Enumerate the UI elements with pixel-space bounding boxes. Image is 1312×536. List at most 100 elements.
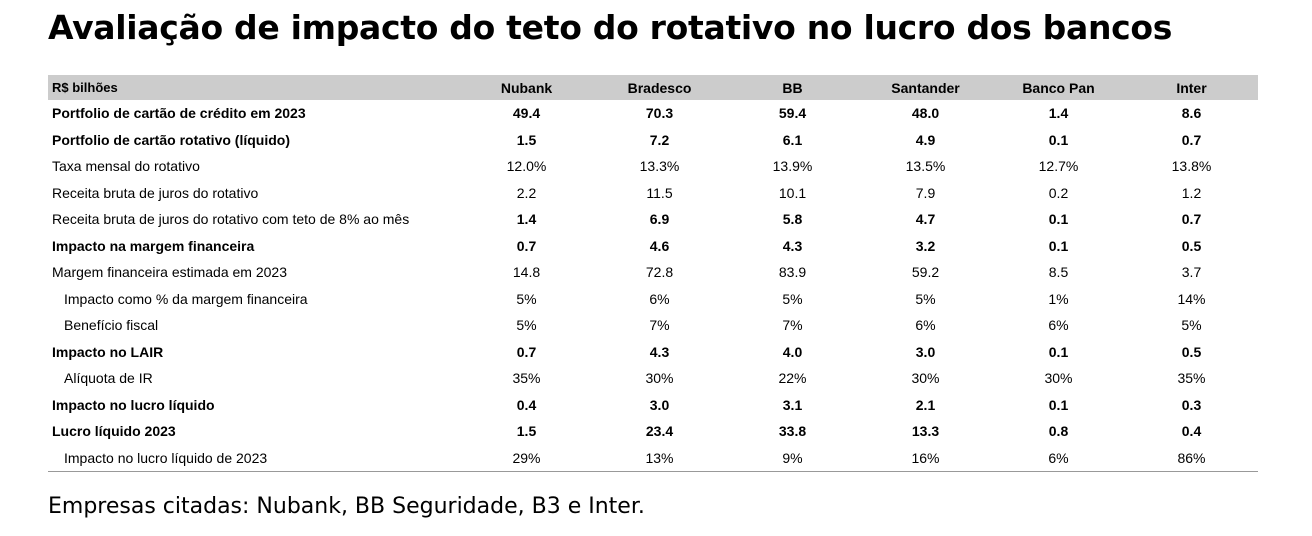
row-value: 13.3 <box>911 423 940 440</box>
row-value: 5% <box>516 290 537 307</box>
row-value: 30% <box>1044 370 1073 387</box>
table-body: Portfolio de cartão de crédito em 2023 49… <box>48 100 1258 472</box>
table-row: Lucro líquido 2023 1.5 23.4 33.8 13.3 0.8 0.4 <box>48 418 1258 445</box>
row-value: 59.4 <box>778 105 807 122</box>
row-value: 2.2 <box>516 184 537 201</box>
row-value: 16% <box>859 444 992 472</box>
row-value: 86% <box>1125 444 1258 472</box>
row-value: 48.0 <box>911 105 940 122</box>
row-value: 7% <box>649 317 670 334</box>
table-row: Impacto no lucro líquido 0.4 3.0 3.1 2.1 0.1 0… <box>48 392 1258 419</box>
row-value: 5.8 <box>782 211 803 228</box>
row-value: 0.4 <box>1181 423 1202 440</box>
row-value: 13.5% <box>905 158 946 175</box>
row-value: 7% <box>782 317 803 334</box>
row-value: 13.3% <box>639 158 680 175</box>
row-value: 12.0% <box>506 158 547 175</box>
row-value: 6% <box>992 444 1125 472</box>
row-value: 9% <box>726 444 859 472</box>
row-value: 0.7 <box>1181 131 1202 148</box>
row-value: 5% <box>782 290 803 307</box>
row-value: 1.4 <box>516 211 537 228</box>
header-col-bb: BB <box>782 79 803 96</box>
row-value: 30% <box>911 370 940 387</box>
row-value: 22% <box>778 370 807 387</box>
row-value: 83.9 <box>778 264 807 281</box>
row-value: 0.2 <box>1048 184 1069 201</box>
row-value: 1.4 <box>1048 105 1069 122</box>
row-value: 8.5 <box>1048 264 1069 281</box>
row-value: 1.5 <box>516 131 537 148</box>
row-value: 1.2 <box>1181 184 1202 201</box>
row-value: 0.7 <box>516 343 537 360</box>
row-value: 13.8% <box>1171 158 1212 175</box>
row-value: 35% <box>512 370 541 387</box>
row-value: 12.7% <box>1038 158 1079 175</box>
row-value: 0.1 <box>1048 131 1069 148</box>
row-value: 6.1 <box>782 131 803 148</box>
row-value: 10.1 <box>778 184 807 201</box>
row-label: Taxa mensal do rotativo <box>52 158 200 175</box>
row-label: Impacto no lucro líquido de 2023 <box>48 444 460 472</box>
row-label: Lucro líquido 2023 <box>52 423 176 440</box>
table-row: Margem financeira estimada em 2023 14.8 72… <box>48 259 1258 286</box>
row-value: 23.4 <box>645 423 674 440</box>
row-value: 3.0 <box>649 396 670 413</box>
row-value: 3.7 <box>1181 264 1202 281</box>
row-value: 72.8 <box>645 264 674 281</box>
impact-table-container: R$ bilhões Nubank Bradesco BB Santander … <box>48 75 1258 472</box>
row-value: 6% <box>649 290 670 307</box>
row-value: 35% <box>1177 370 1206 387</box>
header-col-santander: Santander <box>891 79 960 96</box>
row-value: 0.8 <box>1048 423 1069 440</box>
row-value: 0.4 <box>516 396 537 413</box>
row-label: Benefício fiscal <box>64 317 159 334</box>
table-row: Receita bruta de juros do rotativo com t… <box>48 206 1258 233</box>
table-row: Impacto na margem financeira 0.7 4.6 4.3 3.2… <box>48 233 1258 260</box>
table-row: Alíquota de IR 35% 30% 22% 30% 30% 35% <box>48 365 1258 392</box>
row-value: 1.5 <box>516 423 537 440</box>
row-value: 4.9 <box>915 131 936 148</box>
row-value: 70.3 <box>645 105 674 122</box>
table-row: Impacto no LAIR 0.7 4.3 4.0 3.0 0.1 0.5 <box>48 339 1258 366</box>
row-value: 0.7 <box>516 237 537 254</box>
row-value: 14.8 <box>512 264 541 281</box>
header-col-inter: Inter <box>1176 79 1207 96</box>
row-value: 49.4 <box>512 105 541 122</box>
header-unit-label: R$ bilhões <box>52 80 118 95</box>
row-value: 7.9 <box>915 184 936 201</box>
row-value: 0.1 <box>1048 237 1069 254</box>
row-value: 3.0 <box>915 343 936 360</box>
table-row: Portfolio de cartão rotativo (líquido) 1.… <box>48 127 1258 154</box>
row-value: 1% <box>1048 290 1069 307</box>
row-value: 6% <box>1048 317 1069 334</box>
row-value: 59.2 <box>911 264 940 281</box>
table-header: R$ bilhões Nubank Bradesco BB Santander … <box>48 75 1258 100</box>
row-value: 3.1 <box>782 396 803 413</box>
row-label: Impacto no LAIR <box>52 343 164 360</box>
row-value: 0.5 <box>1181 237 1202 254</box>
page-title: Avaliação de impacto do teto do rotativo… <box>48 8 1173 47</box>
row-value: 11.5 <box>646 184 673 201</box>
row-value: 0.3 <box>1181 396 1202 413</box>
row-value: 8.6 <box>1181 105 1202 122</box>
table-row: Portfolio de cartão de crédito em 2023 49… <box>48 100 1258 127</box>
row-value: 6.9 <box>649 211 670 228</box>
row-value: 3.2 <box>915 237 936 254</box>
row-value: 29% <box>460 444 593 472</box>
row-label: Margem financeira estimada em 2023 <box>52 264 288 281</box>
row-value: 6% <box>915 317 936 334</box>
header-row: R$ bilhões Nubank Bradesco BB Santander … <box>48 75 1258 100</box>
row-value: 0.5 <box>1181 343 1202 360</box>
header-col-banco-pan: Banco Pan <box>1022 79 1095 96</box>
table-row: Taxa mensal do rotativo 12.0% 13.3% 13.9% 13… <box>48 153 1258 180</box>
cited-companies-note: Empresas citadas: Nubank, BB Seguridade,… <box>48 494 645 519</box>
row-value: 30% <box>645 370 674 387</box>
row-value: 2.1 <box>915 396 936 413</box>
row-value: 4.3 <box>782 237 803 254</box>
row-label: Impacto como % da margem financeira <box>64 290 308 307</box>
row-value: 13.9% <box>772 158 813 175</box>
header-col-nubank: Nubank <box>500 79 553 96</box>
table-row: Impacto no lucro líquido de 2023 29% 13% 9%… <box>48 444 1258 472</box>
row-value: 4.0 <box>782 343 803 360</box>
